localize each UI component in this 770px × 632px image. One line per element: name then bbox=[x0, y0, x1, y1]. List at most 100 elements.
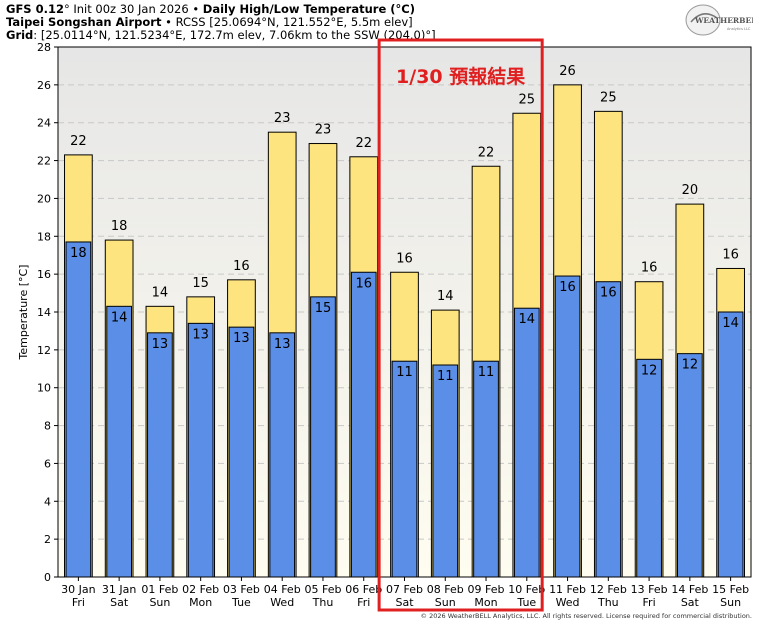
low-value-label: 14 bbox=[111, 310, 128, 325]
y-tick-label: 0 bbox=[44, 571, 51, 584]
low-value-label: 16 bbox=[559, 280, 576, 295]
low-bar bbox=[473, 360, 499, 578]
low-value-label: 15 bbox=[315, 301, 332, 316]
low-bar bbox=[676, 353, 703, 578]
x-tick-weekday: Tue bbox=[516, 596, 536, 609]
x-tick-date: 13 Feb bbox=[631, 583, 668, 596]
low-value-label: 13 bbox=[192, 327, 209, 342]
low-value-label: 11 bbox=[437, 369, 454, 384]
low-value-label: 16 bbox=[355, 276, 372, 291]
x-tick-date: 14 Feb bbox=[671, 583, 708, 596]
y-tick-label: 6 bbox=[44, 457, 51, 470]
high-value-label: 16 bbox=[641, 261, 658, 276]
highlight-box bbox=[377, 38, 544, 612]
x-tick-date: 09 Feb bbox=[468, 583, 505, 596]
header-line-3: Grid: [25.0114°N, 121.5234°E, 172.7m ele… bbox=[6, 28, 436, 42]
low-value-label: 14 bbox=[722, 316, 739, 331]
y-tick-label: 16 bbox=[37, 268, 51, 281]
copyright-notice: © 2026 WeatherBELL Analytics, LLC. All r… bbox=[420, 612, 752, 620]
station-name: Taipei Songshan Airport bbox=[6, 15, 162, 29]
init-time: ° Init 00z 30 Jan 2026 bbox=[63, 2, 189, 16]
weatherbell-logo-icon: WEATHERBELL Analytics LLC bbox=[685, 4, 753, 36]
y-tick-label: 20 bbox=[37, 192, 51, 205]
logo-text: WEATHERBELL bbox=[694, 16, 753, 25]
x-tick-date: 08 Feb bbox=[427, 583, 464, 596]
header-line-1: GFS 0.12° Init 00z 30 Jan 2026 • Daily H… bbox=[6, 2, 415, 16]
high-value-label: 23 bbox=[315, 123, 332, 138]
low-value-label: 18 bbox=[70, 246, 87, 261]
high-value-label: 22 bbox=[478, 145, 495, 160]
low-bar bbox=[717, 311, 744, 578]
low-bar bbox=[147, 332, 173, 578]
low-value-label: 12 bbox=[682, 358, 699, 373]
highlight-annotation: 1/30 預報結果 bbox=[377, 38, 544, 612]
low-bar bbox=[187, 322, 214, 578]
low-value-label: 11 bbox=[478, 365, 495, 380]
y-tick-label: 22 bbox=[37, 155, 51, 168]
low-bar bbox=[310, 296, 336, 578]
low-bar bbox=[391, 360, 418, 578]
low-value-label: 13 bbox=[233, 331, 250, 346]
x-tick-date: 31 Jan bbox=[102, 583, 136, 596]
x-tick-date: 12 Feb bbox=[590, 583, 627, 596]
high-value-label: 16 bbox=[233, 259, 250, 274]
high-value-label: 26 bbox=[559, 64, 576, 79]
x-tick-date: 01 Feb bbox=[141, 583, 178, 596]
high-value-label: 23 bbox=[274, 111, 291, 126]
y-tick-label: 24 bbox=[37, 117, 51, 130]
y-tick-label: 18 bbox=[37, 230, 51, 243]
low-bar bbox=[106, 305, 133, 578]
high-value-label: 22 bbox=[70, 134, 87, 149]
low-bar bbox=[513, 307, 540, 578]
x-tick-weekday: Wed bbox=[556, 596, 580, 609]
y-tick-label: 4 bbox=[44, 495, 51, 508]
low-value-label: 14 bbox=[519, 312, 536, 327]
grid-label: Grid bbox=[6, 28, 34, 42]
low-bar bbox=[595, 281, 622, 578]
high-value-label: 25 bbox=[600, 90, 617, 105]
header-line-2: Taipei Songshan Airport • RCSS [25.0694°… bbox=[6, 15, 413, 29]
y-tick-label: 8 bbox=[44, 420, 51, 433]
x-tick-date: 15 Feb bbox=[712, 583, 749, 596]
y-tick-label: 2 bbox=[44, 533, 51, 546]
x-tick-date: 10 Feb bbox=[508, 583, 545, 596]
high-value-label: 20 bbox=[682, 183, 699, 198]
y-tick-label: 12 bbox=[37, 344, 51, 357]
x-tick-date: 11 Feb bbox=[549, 583, 586, 596]
x-tick-weekday: Thu bbox=[312, 596, 334, 609]
high-value-label: 14 bbox=[152, 285, 169, 300]
plot-frame bbox=[57, 46, 752, 578]
station-info: RCSS [25.0694°N, 121.552°E, 5.5m elev] bbox=[175, 15, 413, 29]
low-value-label: 13 bbox=[274, 337, 291, 352]
y-tick-label: 14 bbox=[37, 306, 51, 319]
low-bar bbox=[65, 241, 92, 578]
low-bar bbox=[269, 332, 296, 578]
x-tick-weekday: Wed bbox=[270, 596, 294, 609]
x-tick-weekday: Fri bbox=[357, 596, 370, 609]
low-bar bbox=[432, 364, 459, 578]
x-tick-weekday: Tue bbox=[231, 596, 251, 609]
x-tick-weekday: Sun bbox=[435, 596, 456, 609]
high-value-label: 25 bbox=[519, 92, 536, 107]
x-tick-weekday: Fri bbox=[643, 596, 656, 609]
chart-title: Daily High/Low Temperature (°C) bbox=[202, 2, 415, 16]
grid-info: : [25.0114°N, 121.5234°E, 172.7m elev, 7… bbox=[33, 28, 436, 42]
x-tick-weekday: Mon bbox=[474, 596, 497, 609]
y-tick-label: 26 bbox=[37, 79, 51, 92]
x-tick-weekday: Sun bbox=[720, 596, 741, 609]
x-tick-date: 03 Feb bbox=[223, 583, 260, 596]
low-bar bbox=[228, 326, 255, 578]
x-tick-weekday: Fri bbox=[72, 596, 85, 609]
high-value-label: 22 bbox=[355, 136, 372, 151]
x-tick-date: 05 Feb bbox=[304, 583, 341, 596]
x-tick-weekday: Sun bbox=[149, 596, 170, 609]
x-tick-weekday: Sat bbox=[681, 596, 700, 609]
high-value-label: 16 bbox=[722, 247, 739, 262]
high-value-label: 16 bbox=[396, 251, 413, 266]
x-tick-date: 07 Feb bbox=[386, 583, 423, 596]
low-bar bbox=[636, 358, 662, 578]
y-tick-label: 28 bbox=[37, 41, 51, 54]
x-tick-weekday: Mon bbox=[189, 596, 212, 609]
low-value-label: 16 bbox=[600, 286, 617, 301]
high-value-label: 15 bbox=[192, 276, 209, 291]
